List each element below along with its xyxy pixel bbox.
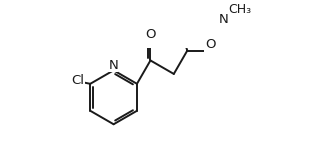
- Text: N: N: [219, 13, 229, 26]
- Text: CH₃: CH₃: [228, 3, 251, 16]
- Text: Cl: Cl: [71, 74, 84, 87]
- Text: O: O: [145, 28, 156, 41]
- Text: O: O: [205, 38, 216, 51]
- Text: N: N: [109, 59, 118, 72]
